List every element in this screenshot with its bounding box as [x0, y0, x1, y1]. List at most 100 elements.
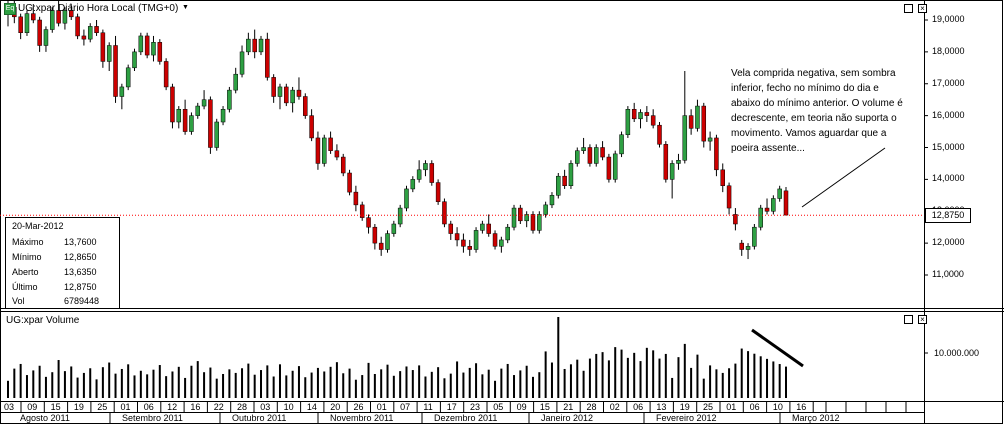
chevron-down-icon[interactable]: ▼ — [182, 4, 189, 11]
volume-bar — [7, 380, 9, 398]
candle-body — [18, 16, 23, 33]
candle-body — [271, 77, 276, 97]
candle-body — [100, 32, 106, 62]
candle-body — [587, 147, 593, 164]
info-label-low: Mínimo — [12, 252, 42, 262]
candle-body — [277, 86, 283, 97]
x-day-label: 03 — [4, 402, 15, 412]
candle-body — [511, 207, 517, 228]
candle-body — [309, 115, 314, 139]
x-day-label: 28 — [586, 402, 597, 412]
volume-bar — [114, 373, 117, 398]
x-day-label: 07 — [400, 402, 411, 412]
x-day-label: 10 — [772, 402, 783, 412]
volume-bar — [468, 367, 471, 398]
candle-body — [385, 233, 390, 250]
axis-lines — [20, 19, 928, 423]
close-button[interactable]: × — [918, 4, 927, 13]
candle-body — [239, 51, 245, 75]
volume-bar — [449, 373, 452, 398]
volume-bar — [766, 358, 769, 398]
volume-bar — [664, 353, 667, 398]
x-day-label: 23 — [470, 402, 481, 412]
volume-bar — [506, 363, 509, 398]
volume-bar — [82, 372, 85, 398]
volume-bar — [25, 375, 28, 398]
volume-bar — [348, 368, 351, 398]
x-day-label: 02 — [609, 402, 620, 412]
info-label-open: Aberto — [12, 267, 39, 277]
candle-body — [568, 163, 574, 186]
volume-bar — [519, 370, 522, 398]
candle-body — [543, 204, 548, 215]
candle-body — [707, 137, 713, 142]
volume-bar — [443, 378, 446, 398]
volume-bar — [626, 357, 629, 398]
candle-body — [644, 112, 650, 116]
candle-body — [81, 35, 87, 40]
candle-body — [777, 188, 782, 199]
candle-body — [125, 67, 131, 88]
candle-body — [562, 175, 567, 186]
candle-body — [69, 10, 74, 18]
volume-bar — [386, 364, 389, 398]
volume-bar — [702, 378, 705, 398]
volume-bar — [475, 363, 478, 398]
volume-bar — [373, 373, 376, 398]
volume-minimize-button[interactable]: _ — [904, 315, 913, 324]
volume-close-button[interactable]: × — [918, 315, 927, 324]
candle-body — [701, 105, 707, 142]
minimize-button[interactable]: _ — [904, 4, 913, 13]
x-day-label: 16 — [190, 402, 201, 412]
volume-bar — [120, 368, 123, 398]
volume-bar — [753, 353, 756, 398]
volume-bar — [399, 371, 402, 398]
candle-body — [499, 239, 504, 247]
candle-body — [619, 134, 624, 155]
volume-bar — [595, 353, 598, 398]
x-day-label: 14 — [306, 402, 317, 412]
info-date: 20-Mar-2012 — [12, 221, 64, 231]
volume-bar — [127, 364, 130, 398]
x-day-label: 19 — [679, 402, 690, 412]
candle-body — [467, 246, 472, 250]
volume-bar — [709, 365, 712, 398]
x-day-label: 15 — [50, 402, 61, 412]
volume-bar — [165, 376, 168, 398]
candle-body — [151, 42, 156, 56]
volume-bar — [285, 375, 288, 398]
volume-bar — [361, 375, 364, 398]
volume-bar — [747, 351, 750, 398]
candle-body — [410, 179, 416, 190]
candle-body — [505, 226, 510, 241]
candle-body — [764, 207, 770, 212]
candle-body — [132, 51, 137, 69]
x-day-label: 06 — [143, 402, 154, 412]
volume-bar — [462, 372, 465, 398]
volume-bars — [7, 317, 804, 398]
volume-bar — [184, 377, 187, 398]
x-day-label: 22 — [213, 402, 224, 412]
candle-body — [119, 86, 125, 97]
volume-bar — [715, 369, 718, 398]
green-square-icon[interactable]: Eq — [4, 3, 16, 15]
candle-body — [593, 147, 599, 164]
candle-body — [56, 10, 61, 24]
volume-panel-title[interactable]: UG:xpar Volume — [6, 315, 80, 326]
candle-body — [397, 207, 403, 225]
candle-body — [43, 29, 49, 46]
candle-body — [758, 207, 763, 228]
volume-bar — [32, 370, 35, 398]
x-day-label: 16 — [796, 402, 807, 412]
price-tick-label: 19,0000 — [932, 14, 965, 24]
volume-bar — [152, 369, 155, 398]
volume-bar — [133, 375, 136, 398]
candle-body — [94, 26, 99, 33]
volume-bar — [582, 370, 585, 398]
price-panel-title[interactable]: UG:xpar Diário Hora Local (TMG+0) — [18, 3, 179, 14]
candle-body — [265, 38, 270, 78]
volume-bar — [329, 366, 332, 398]
volume-bar — [44, 376, 47, 398]
